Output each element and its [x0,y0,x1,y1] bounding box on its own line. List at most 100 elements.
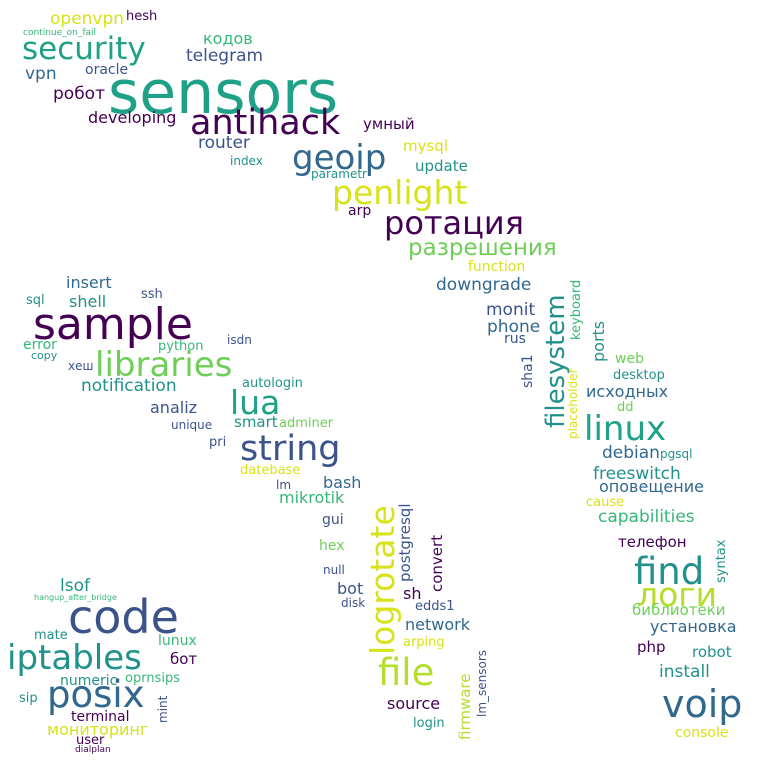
word-sh: sh [403,584,422,603]
word-logs: логи [637,575,718,614]
word-sql: sql [26,293,45,308]
word-arping: arping [403,635,445,650]
word-firmware: firmware [456,673,474,741]
word-python: python [158,339,204,354]
word-numeric: numeric [60,673,118,689]
word-datebase: datebase [240,463,301,478]
word-mikrotik: mikrotik [279,488,345,507]
word-user: user [76,733,105,748]
word-installation-ru: установка [650,617,737,636]
word-desktop: desktop [613,368,665,383]
word-postgresql: postgresql [396,503,414,583]
word-robot: robot [692,643,732,661]
word-edds1: edds1 [415,599,455,614]
word-mate: mate [34,628,68,643]
word-source-files-ru: исходных [586,382,669,401]
word-bot-ru: бот [170,650,198,668]
word-insert: insert [66,273,112,292]
word-linux: linux [584,409,667,449]
word-convert: convert [428,534,446,592]
word-syntax: syntax [714,539,729,583]
word-penlight: penlight [332,173,468,212]
word-cause: cause [586,495,625,510]
word-sha1: sha1 [520,354,536,388]
word-index: index [230,154,263,168]
word-voip: voip [662,682,743,726]
word-hex: hex [319,538,345,554]
word-login: login [413,716,445,731]
word-copy: copy [31,349,58,362]
word-isdn: isdn [227,333,252,347]
word-sensors: sensors [108,58,339,128]
word-terminal: terminal [71,709,130,725]
word-console: console [675,725,729,741]
word-smart-ru: умный [363,115,415,133]
word-notification: notification [81,376,177,396]
word-lunux: lunux [158,633,197,649]
word-openvpn: openvpn [50,9,125,29]
word-php: php [637,638,666,656]
word-pri: pri [209,435,227,450]
word-antihack: antihack [190,103,341,143]
word-phone: phone [487,317,541,337]
word-ports: ports [589,320,608,362]
word-mysql: mysql [403,137,448,155]
word-lm: lm [276,478,292,492]
word-adminer: adminer [279,416,334,431]
word-security: security [22,31,146,67]
word-keyboard: keyboard [569,279,584,340]
word-parametr: parametr [311,167,367,181]
word-disk: disk [341,596,366,610]
word-lsof: lsof [60,576,90,596]
word-posix: posix [47,673,145,716]
word-developing: developing [88,108,177,127]
word-analiz: analiz [150,398,198,417]
word-monit: monit [486,300,536,320]
word-update: update [415,157,468,175]
word-downgrade: downgrade [436,275,532,295]
word-dialplan: dialplan [75,745,111,755]
word-install: install [659,662,710,682]
word-sample: sample [33,299,193,350]
word-find: find [634,550,705,593]
word-router: router [198,133,250,153]
word-web: web [615,351,644,367]
word-lm-sensors: lm_sensors [475,649,489,717]
word-function: function [468,259,526,275]
word-rus: rus [504,331,526,347]
word-network: network [405,615,470,634]
word-codes: кодов [203,29,253,48]
word-source: source [387,694,441,713]
word-code: code [68,590,179,644]
word-libraries-ru: библиотеки [632,601,726,619]
word-dd: dd [617,400,634,415]
word-arp: arp [348,203,372,219]
word-bash: bash [323,473,362,492]
word-smart: smart [234,413,278,431]
word-robot-ru: робот [53,84,105,104]
word-gui: gui [322,512,344,528]
word-shell: shell [69,292,107,311]
word-ssh: ssh [141,287,163,302]
word-autologin: autologin [242,376,303,391]
word-unique: unique [171,418,213,432]
word-hangup-after-bridge: hangup_after_bridge [34,593,117,602]
word-monitoring-ru: мониторинг [47,720,149,739]
word-capabilities: capabilities [598,507,695,527]
word-freeswitch: freeswitch [593,464,681,484]
word-placeholder: placeholder [566,368,580,440]
word-null: null [323,563,345,577]
word-telegram: telegram [186,46,264,66]
word-oracle: oracle [85,62,129,78]
word-debian: debian [602,443,660,463]
word-continue-on-fail: continue_on_fail [23,28,97,38]
word-file: file [378,651,435,694]
word-telephone-ru: телефон [618,533,687,551]
word-permissions: разрешения [408,235,557,261]
word-hesh: hesh [126,9,158,24]
word-rotation: ротация [384,204,524,242]
word-string: string [240,429,341,469]
word-libraries: libraries [95,345,233,385]
word-logrotate: logrotate [363,505,402,655]
